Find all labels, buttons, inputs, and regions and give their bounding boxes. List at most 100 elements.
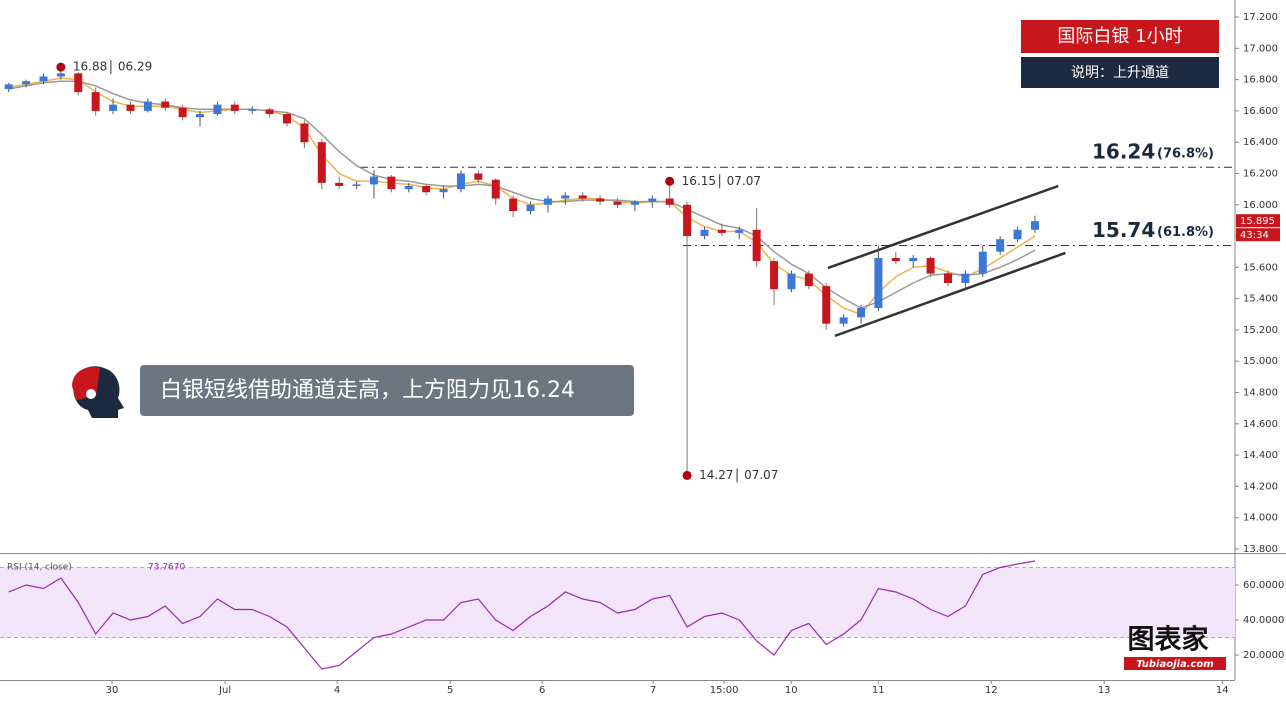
candle-body [543,198,552,205]
candle-body [996,239,1005,252]
candle-body [509,198,518,212]
candle-body [369,176,378,185]
title-badge-text: 国际白银 1小时 [1057,26,1182,47]
candle-body [300,123,309,143]
annotation-value: 16.15 [682,174,716,188]
rsi-line [8,560,1036,670]
y-tick-label: 15.000 [1243,356,1278,367]
watermark-banner [1124,657,1226,670]
moving-average [8,80,1036,309]
candle-body [700,229,709,237]
x-tick-label: 7 [650,685,656,696]
candle-body [822,286,831,324]
channel-line [827,184,1059,270]
candle-body [22,81,31,85]
candle-body [735,229,744,233]
x-tick-label: 11 [872,685,885,696]
logo-eye [86,389,96,399]
candle-body [961,273,970,283]
last-price: 15.895 [1240,216,1275,227]
y-tick-label: 14.000 [1243,513,1278,524]
annotation-dot [682,470,692,480]
x-tick-label: 5 [447,685,453,696]
x-tick-label: 13 [1098,685,1111,696]
annotation-date: 07.07 [744,468,778,482]
watermark-name: 图表家 [1128,624,1209,656]
candle-body [178,107,187,118]
y-tick-label: 14.800 [1243,387,1278,398]
candle-body [787,273,796,290]
candle-body [578,195,587,199]
candle-body [717,229,726,233]
y-tick-label: 16.800 [1243,75,1278,86]
candle-body [39,76,48,82]
candle-body [561,195,570,199]
candle-body [683,204,692,237]
candle-body [422,186,431,193]
x-tick-label: Jul [218,685,231,696]
candle-body [143,101,152,111]
rsi-y-tick-label: 20.0000 [1243,650,1284,661]
candle-body [91,92,100,111]
caption-box [140,365,634,416]
candle-body [265,109,274,115]
rsi-title: RSI (14, close) [7,563,72,573]
x-tick-label: 6 [539,685,545,696]
y-tick-label: 17.000 [1243,43,1278,54]
y-tick-label: 15.400 [1243,294,1278,305]
channel-line [834,251,1066,338]
candle-body [596,198,605,202]
candle-body [317,142,326,183]
y-tick-label: 14.400 [1243,450,1278,461]
candle-body [491,179,500,199]
x-tick-label: 30 [106,685,119,696]
candle-body [630,201,639,205]
countdown: 43:34 [1240,230,1269,241]
note-badge-text: 说明：上升通道 [1071,65,1169,81]
x-tick-label: 14 [1216,685,1229,696]
candle-body [352,184,361,187]
candle-body [474,173,483,180]
candle-body [1013,229,1022,240]
candle-body [109,104,118,111]
rsi-legend-value: 73.7670 [148,563,185,573]
annotation-date: 07.07 [727,174,761,188]
candle-body [613,201,622,205]
candle-body [126,104,135,111]
candle-body [909,257,918,262]
annotation-dot [665,176,675,186]
candle-body [283,114,292,124]
candle-body [404,186,413,190]
y-tick-label: 16.400 [1243,137,1278,148]
x-tick-label: 4 [334,685,340,696]
candle-body [752,229,761,262]
candle-body [161,101,170,108]
candle-body [874,257,883,309]
candle-body [978,251,987,274]
candle-body [665,198,674,205]
candle-body [857,308,866,318]
y-tick-label: 14.600 [1243,419,1278,430]
candle-body [196,114,205,118]
candle-body [891,257,900,262]
caption: 白银短线借助通道走高，上方阻力见16.24 [160,378,575,403]
y-tick-label: 14.200 [1243,481,1278,492]
candle-body [387,176,396,190]
annotation-date: 06.29 [118,60,152,74]
candle-body [526,204,535,212]
candle-body [56,73,65,77]
level-value: 15.74 [1092,218,1155,242]
level-pct: (76.8%) [1157,147,1214,162]
y-tick-label: 15.600 [1243,262,1278,273]
candle-body [213,104,222,115]
candle-body [804,273,813,287]
candle-body [1030,221,1039,230]
y-tick-label: 17.200 [1243,12,1278,23]
y-tick-label: 16.600 [1243,106,1278,117]
y-tick-label: 13.800 [1243,544,1278,555]
x-tick-label: 15:00 [710,685,739,696]
x-tick-label: 12 [985,685,998,696]
x-tick-label: 10 [785,685,798,696]
candle-body [943,273,952,283]
